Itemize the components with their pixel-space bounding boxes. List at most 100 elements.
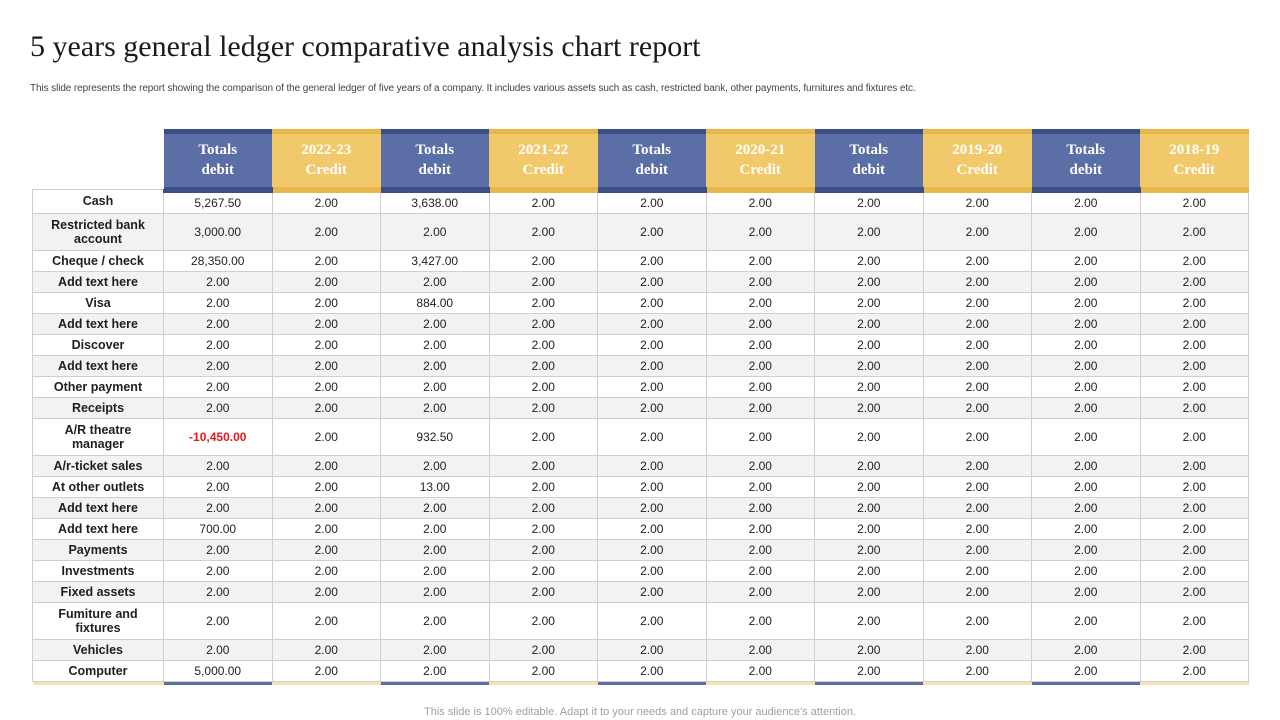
footer-accent-cell xyxy=(272,681,381,685)
column-header-debit: Totals debit xyxy=(1031,129,1140,193)
table-cell: 2.00 xyxy=(1031,454,1141,477)
column-header-line1: Totals xyxy=(415,142,455,159)
table-cell: 2.00 xyxy=(271,517,381,540)
table-cell: 2.00 xyxy=(705,249,815,272)
table-cell: 2.00 xyxy=(814,333,924,356)
table-cell: 2.00 xyxy=(922,312,1032,335)
table-cell: 2.00 xyxy=(1139,291,1249,314)
table-cell: 2.00 xyxy=(271,354,381,377)
table-cell: 2.00 xyxy=(271,396,381,419)
table-cell: 2.00 xyxy=(1139,601,1249,640)
table-cell: 2.00 xyxy=(271,312,381,335)
table-cell: 2.00 xyxy=(1031,496,1141,519)
row-label: Fixed assets xyxy=(32,580,164,603)
table-row: Fixed assets 2.00 2.00 2.00 2.00 2.00 2.00 2.00… xyxy=(32,580,1249,603)
table-cell: 3,427.00 xyxy=(380,249,490,272)
table-cell: 2.00 xyxy=(705,659,815,682)
table-cell: 2.00 xyxy=(705,417,815,456)
row-label: Add text here xyxy=(32,312,164,335)
table-cell: 2.00 xyxy=(1031,189,1141,214)
table-cell: 2.00 xyxy=(380,212,490,251)
table-cell: 2.00 xyxy=(1139,396,1249,419)
table-cell: 2.00 xyxy=(1031,396,1141,419)
table-cell: 2.00 xyxy=(814,454,924,477)
footer-accent-cell xyxy=(923,681,1032,685)
column-header-line2: Credit xyxy=(739,162,781,179)
table-row: Restricted bank account 3,000.00 2.00 2.00 2… xyxy=(32,212,1249,251)
row-label: Cash xyxy=(32,189,164,214)
table-cell: 2.00 xyxy=(922,189,1032,214)
column-header-line1: Totals xyxy=(198,142,238,159)
column-header-line1: Totals xyxy=(1066,142,1106,159)
row-label: Add text here xyxy=(32,354,164,377)
table-cell: 2.00 xyxy=(163,601,273,640)
table-cell: 2.00 xyxy=(597,212,707,251)
table-cell: 2.00 xyxy=(271,249,381,272)
table-cell: 2.00 xyxy=(1139,496,1249,519)
table-cell: 2.00 xyxy=(380,270,490,293)
table-cell: 2.00 xyxy=(814,580,924,603)
row-label: Investments xyxy=(32,559,164,582)
table-cell: 2.00 xyxy=(922,291,1032,314)
table-cell: 2.00 xyxy=(271,559,381,582)
table-cell: 2.00 xyxy=(488,496,598,519)
footer-accent-cell xyxy=(1140,681,1249,685)
table-cell: 2.00 xyxy=(705,189,815,214)
table-cell: 2.00 xyxy=(271,375,381,398)
table-cell: 2.00 xyxy=(597,638,707,661)
table-cell: 2.00 xyxy=(271,538,381,561)
table-cell: 2.00 xyxy=(705,559,815,582)
footer-accent-row xyxy=(32,681,1249,685)
table-cell: 2.00 xyxy=(705,291,815,314)
table-row: Discover 2.00 2.00 2.00 2.00 2.00 2.00 2.00 2.00… xyxy=(32,333,1249,356)
table-cell: 2.00 xyxy=(1031,212,1141,251)
table-cell: 2.00 xyxy=(271,496,381,519)
table-cell: 2.00 xyxy=(1031,249,1141,272)
table-cell: 2.00 xyxy=(597,189,707,214)
row-label: Fumiture and fixtures xyxy=(32,601,164,640)
page-title: 5 years general ledger comparative analy… xyxy=(30,30,701,63)
table-cell: 2.00 xyxy=(814,249,924,272)
table-row: Receipts 2.00 2.00 2.00 2.00 2.00 2.00 2.00 2.00… xyxy=(32,396,1249,419)
table-cell: 2.00 xyxy=(1031,375,1141,398)
column-header-credit: 2019-20 Credit xyxy=(923,129,1032,193)
table-cell: 2.00 xyxy=(922,270,1032,293)
table-cell: 2.00 xyxy=(1031,291,1141,314)
table-cell: 28,350.00 xyxy=(163,249,273,272)
row-label: Computer xyxy=(32,659,164,682)
table-cell: 13.00 xyxy=(380,475,490,498)
table-cell: 2.00 xyxy=(705,212,815,251)
table-cell: 2.00 xyxy=(380,559,490,582)
table-cell: 2.00 xyxy=(380,312,490,335)
table-cell: 2.00 xyxy=(380,601,490,640)
page-subtitle: This slide represents the report showing… xyxy=(30,83,916,94)
row-label: Add text here xyxy=(32,496,164,519)
column-header-debit: Totals debit xyxy=(163,129,272,193)
table-cell: 2.00 xyxy=(705,354,815,377)
footer-accent-cell xyxy=(163,681,272,685)
table-cell: 2.00 xyxy=(488,538,598,561)
table-cell: 2.00 xyxy=(163,496,273,519)
column-header-line2: Credit xyxy=(305,162,347,179)
table-cell: 2.00 xyxy=(1031,638,1141,661)
table-cell: 2.00 xyxy=(597,475,707,498)
table-cell: 2.00 xyxy=(597,333,707,356)
table-cell: 2.00 xyxy=(814,212,924,251)
table-cell: 2.00 xyxy=(922,475,1032,498)
table-cell: 2.00 xyxy=(1139,333,1249,356)
table-cell: 2.00 xyxy=(1031,659,1141,682)
table-cell: 2.00 xyxy=(488,601,598,640)
table-cell: 2.00 xyxy=(380,580,490,603)
table-cell: 2.00 xyxy=(271,580,381,603)
table-cell: 2.00 xyxy=(271,638,381,661)
row-label: Vehicles xyxy=(32,638,164,661)
table-cell: 2.00 xyxy=(271,454,381,477)
column-header-line2: debit xyxy=(852,162,885,179)
table-cell: 2.00 xyxy=(705,638,815,661)
table-cell: 2.00 xyxy=(488,270,598,293)
table-cell: 2.00 xyxy=(705,375,815,398)
table-cell: 2.00 xyxy=(705,517,815,540)
row-label: Cheque / check xyxy=(32,249,164,272)
table-cell: 2.00 xyxy=(1139,212,1249,251)
table-cell: 2.00 xyxy=(271,475,381,498)
